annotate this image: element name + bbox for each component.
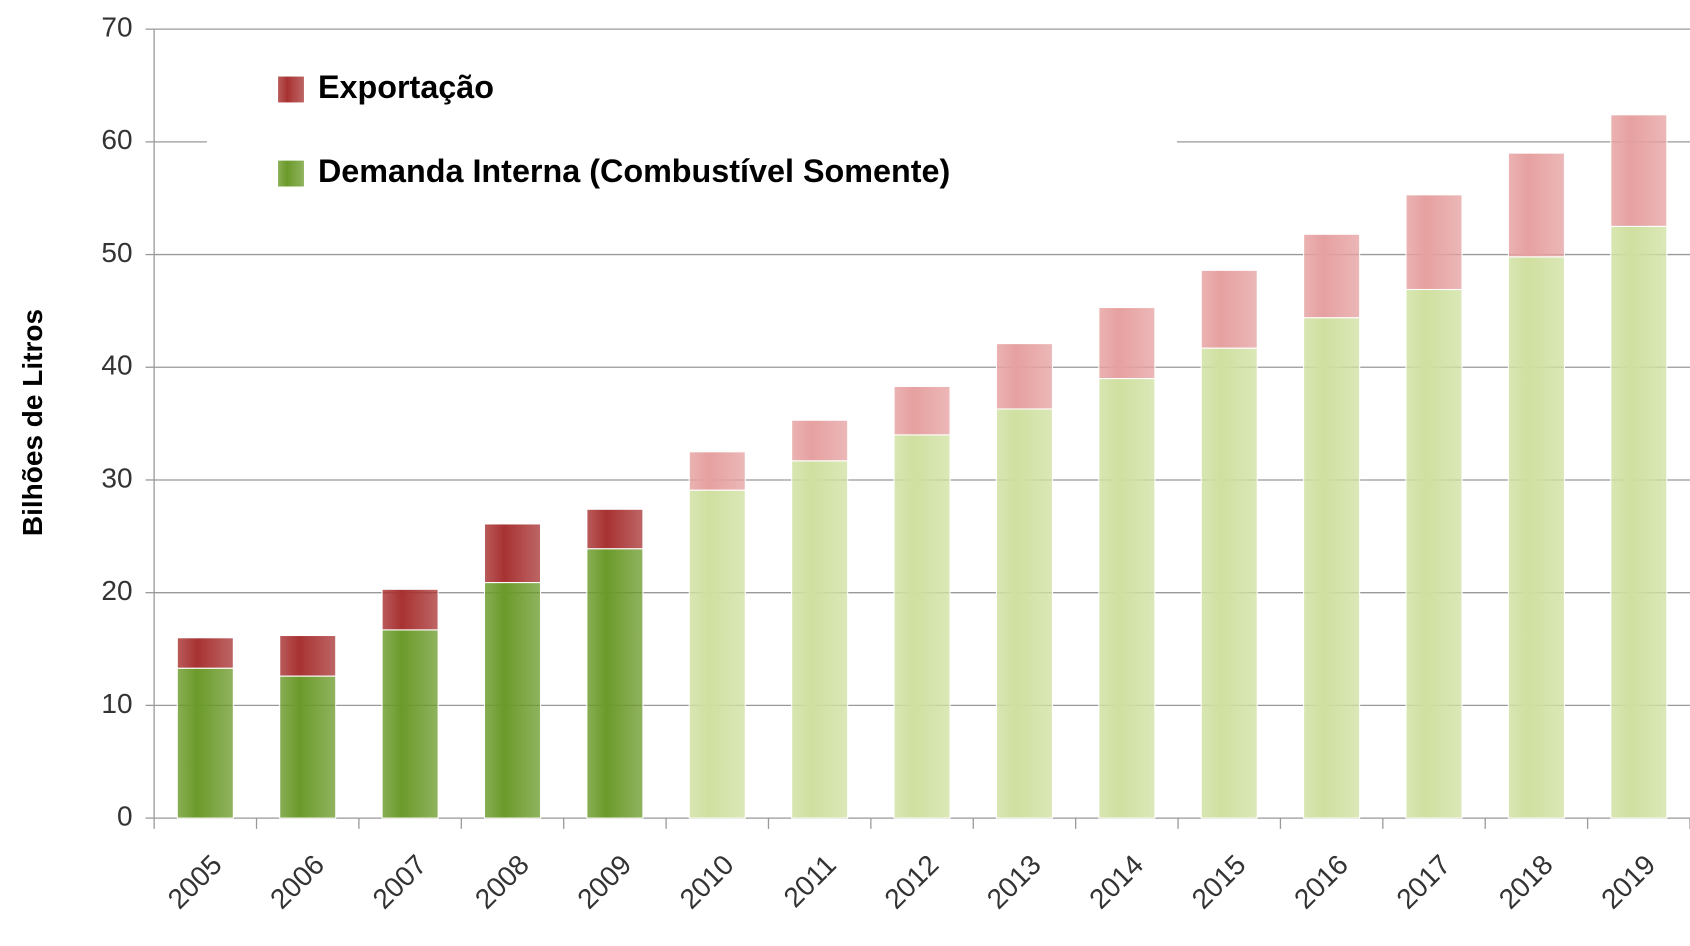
bar-segment [1405,194,1463,291]
legend-swatch [278,76,304,103]
bar-segment [279,634,337,677]
bar-segment [483,523,542,584]
bar-segment [1405,288,1463,819]
bar-segment [1610,114,1668,227]
x-tick-label: 2015 [1186,849,1252,915]
y-tick-label: 50 [101,237,132,268]
x-tick-label: 2008 [469,849,535,915]
bar-segment [1200,347,1258,819]
y-tick-label: 10 [101,688,132,719]
x-tick-label: 2009 [571,849,637,915]
bar-segment [1507,152,1565,258]
bar-segment [893,385,951,436]
y-tick-label: 0 [117,800,133,831]
y-tick-label: 70 [101,12,132,43]
x-tick-label: 2017 [1390,849,1456,915]
x-tick-label: 2016 [1288,849,1354,915]
x-tick-label: 2018 [1493,849,1559,915]
y-tick-label: 40 [101,350,132,381]
y-tick-label: 20 [101,575,132,606]
x-tick-label: 2007 [367,849,433,915]
y-tick-label: 30 [101,462,132,493]
legend-label: Demanda Interna (Combustível Somente) [318,153,950,189]
bar-segment [1098,377,1156,819]
bar-segment [381,629,439,819]
bar-segment [1200,269,1258,349]
bar-segment [279,675,337,819]
bar-segment [995,343,1054,410]
bar-segment [1098,306,1156,380]
bar-segment [995,408,1054,819]
y-tick-label: 60 [101,124,132,155]
bar-segment [586,508,644,550]
bar-segment [483,581,542,819]
bar-segment [688,489,746,819]
x-tick-label: 2012 [878,849,944,915]
x-tick-label: 2006 [264,849,330,915]
x-tick-label: 2010 [674,849,740,915]
bar-segment [688,451,746,491]
bar-segment [176,667,234,819]
x-tick-label: 2014 [1083,849,1149,915]
bar-segment [791,460,849,819]
x-tick-label: 2005 [162,849,228,915]
bar-segment [1303,317,1361,819]
bar-segment [791,419,849,462]
legend-background [206,53,1177,216]
x-tick-label: 2011 [778,849,843,914]
bar-segment [586,548,644,819]
legend-swatch [278,160,304,187]
bar-segment [1303,233,1361,319]
x-tick-label: 2019 [1595,849,1661,915]
y-axis-label: Bilhões de Litros [17,309,48,536]
x-tick-label: 2013 [981,849,1047,915]
bar-segment [176,637,234,669]
bar-segment [1507,256,1565,819]
bar-segment [893,434,951,819]
bar-segment [1610,225,1668,819]
legend-label: Exportação [318,69,494,105]
bar-segment [381,588,439,631]
